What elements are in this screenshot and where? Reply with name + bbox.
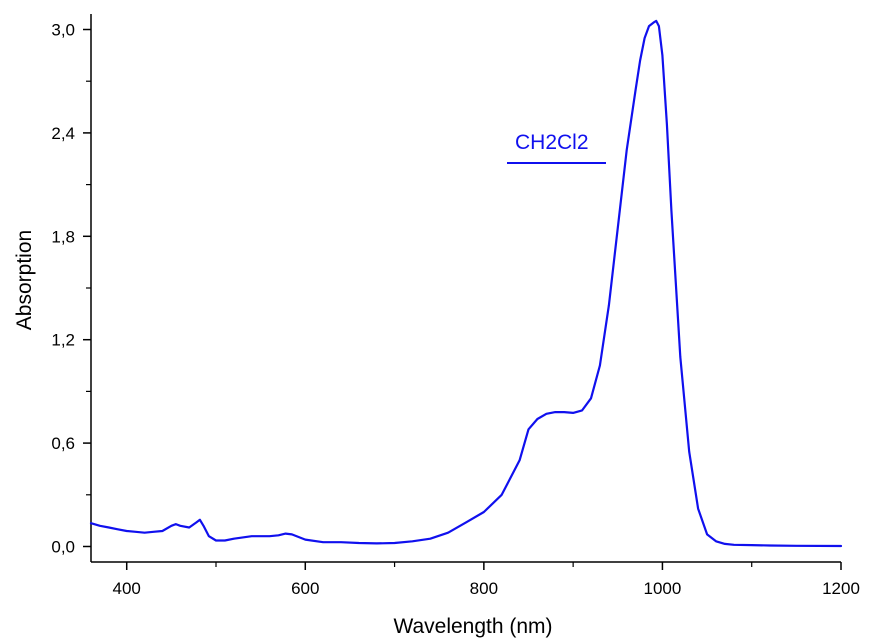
y-tick-label: 1,8 [51, 227, 75, 246]
x-tick-label: 1000 [644, 579, 682, 598]
x-axis-title: Wavelength (nm) [393, 615, 552, 638]
y-tick-label: 2,4 [51, 124, 75, 143]
y-tick-label: 0,0 [51, 537, 75, 556]
x-tick-label: 400 [113, 579, 141, 598]
x-tick-label: 1200 [822, 579, 860, 598]
x-tick-label: 800 [470, 579, 498, 598]
x-tick-label: 600 [291, 579, 319, 598]
legend: CH2Cl2 [507, 131, 606, 164]
x-ticks: 400 600 800 1000 1200 [113, 562, 860, 598]
y-ticks: 0,0 0,6 1,2 1,8 2,4 3,0 [51, 21, 91, 556]
axes [90, 14, 841, 563]
series-line-0 [89, 19, 843, 548]
series-layer [89, 19, 843, 548]
y-tick-label: 3,0 [51, 21, 75, 40]
y-axis-title: Absorption [13, 230, 36, 330]
y-tick-label: 0,6 [51, 434, 75, 453]
y-tick-label: 1,2 [51, 331, 75, 350]
legend-label: CH2Cl2 [515, 131, 589, 154]
